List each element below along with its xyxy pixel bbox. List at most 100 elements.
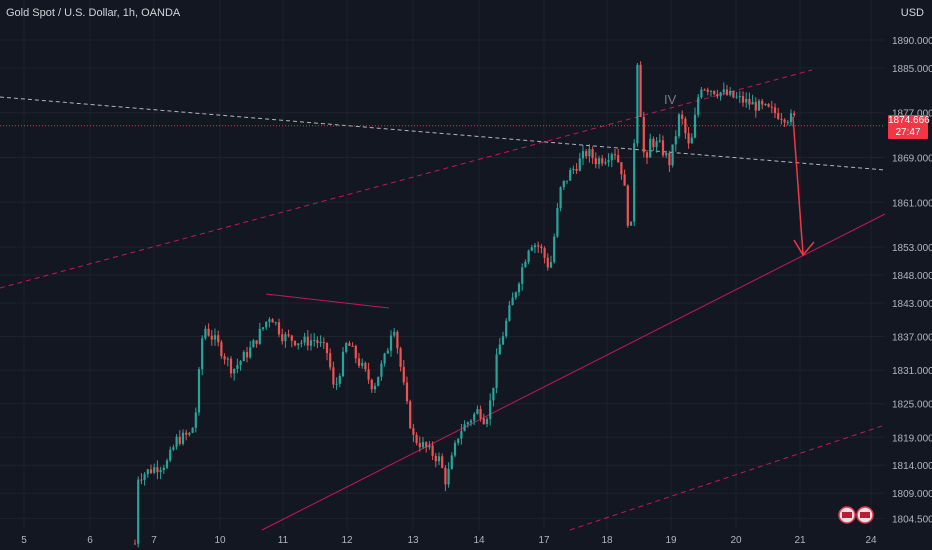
candle-body <box>700 89 703 98</box>
candle-body <box>293 340 297 346</box>
candle-body <box>287 334 290 336</box>
candle-body <box>581 151 585 159</box>
candle-body <box>604 162 607 164</box>
candle-body <box>703 89 706 91</box>
candle-body <box>453 442 457 456</box>
candle-body <box>527 250 530 262</box>
candle-body <box>546 257 549 268</box>
candle-body <box>693 114 697 138</box>
candle-body <box>597 158 601 165</box>
candle-body <box>677 114 681 137</box>
x-tick-label: 20 <box>730 535 742 546</box>
candle-body <box>204 328 207 339</box>
candle-body <box>629 221 633 226</box>
candle-body <box>277 322 281 335</box>
x-tick-label: 5 <box>21 535 27 546</box>
candle-body <box>393 331 396 336</box>
candle-body <box>409 401 412 429</box>
x-tick-label: 19 <box>665 535 677 546</box>
x-tick-label: 24 <box>865 535 877 546</box>
forecast-arrow-head <box>793 239 815 257</box>
candle-body <box>569 170 572 181</box>
candle-body <box>172 447 175 450</box>
currency-label[interactable]: USD <box>900 7 924 19</box>
candle-body <box>316 340 319 344</box>
candle-body <box>322 341 325 343</box>
candle-body <box>745 98 748 103</box>
candle-body <box>783 119 786 123</box>
symbol-title[interactable]: Gold Spot / U.S. Dollar, 1h, OANDA <box>6 7 181 19</box>
candle-body <box>649 138 652 158</box>
candle-body <box>201 338 204 370</box>
candle-body <box>780 118 783 120</box>
time-axis[interactable]: 5 6 7 10 11 12 13 14 17 18 19 20 21 24 <box>21 535 877 546</box>
candle-body <box>517 283 521 293</box>
x-tick-label: 7 <box>151 535 157 546</box>
candle-body <box>623 174 626 186</box>
bar-countdown: 27:47 <box>895 127 921 138</box>
channel-lower-line <box>569 424 886 531</box>
candle-body <box>306 336 309 346</box>
candle-body <box>217 335 220 343</box>
candle-body <box>185 432 188 435</box>
candle-body <box>690 137 693 144</box>
candle-body <box>380 363 383 377</box>
y-tick-label: 1809.000 <box>892 489 932 500</box>
candle-body <box>463 424 466 432</box>
candle-body <box>485 419 489 425</box>
candle-body <box>479 409 482 419</box>
candle-body <box>281 334 284 342</box>
candle-body <box>585 151 588 157</box>
y-tick-label: 1861.000 <box>892 198 932 209</box>
candle-body <box>357 358 361 366</box>
candle-body <box>361 362 364 366</box>
candle-body <box>613 154 617 156</box>
candle-body <box>415 434 418 444</box>
candle-body <box>511 297 514 306</box>
candle-body <box>741 96 745 103</box>
y-tick-label: 1831.000 <box>892 366 932 377</box>
x-tick-label: 11 <box>278 535 289 546</box>
candle-body <box>434 455 437 462</box>
event-flags[interactable] <box>838 505 874 525</box>
candle-body <box>549 262 553 268</box>
candle-body <box>351 345 354 347</box>
candle-body <box>370 379 373 390</box>
candle-body <box>165 460 169 468</box>
candle-body <box>671 144 674 166</box>
candle-body <box>716 94 719 97</box>
candle-body <box>146 469 149 475</box>
candle-body <box>207 328 210 336</box>
y-tick-label: 1890.000 <box>892 36 932 47</box>
candle-body <box>191 427 194 433</box>
candle-body <box>383 353 386 364</box>
candle-body <box>441 456 444 468</box>
candle-body <box>607 160 610 163</box>
candle-body <box>642 116 645 153</box>
candle-body <box>335 383 338 385</box>
candle-body <box>754 101 757 111</box>
price-axis[interactable]: 1890.000 1885.000 1877.000 1869.000 1861.000… <box>892 36 932 525</box>
candle-body <box>377 376 380 386</box>
y-tick-label: 1825.000 <box>892 400 932 411</box>
candle-body <box>661 140 665 156</box>
candle-body <box>572 168 575 171</box>
candle-body <box>149 469 153 473</box>
x-tick-label: 6 <box>87 535 93 546</box>
candle-body <box>751 101 754 105</box>
candle-body <box>319 341 322 344</box>
candle-body <box>684 118 687 134</box>
candle-body <box>265 321 268 328</box>
candle-body <box>396 331 399 349</box>
candle-body <box>591 149 594 159</box>
candle-body <box>338 375 341 384</box>
candle-body <box>303 336 306 343</box>
candle-body <box>233 368 236 374</box>
candle-body <box>658 140 661 142</box>
candle-body <box>261 327 265 329</box>
candle-body <box>498 344 501 355</box>
candle-body <box>553 236 556 263</box>
candle-body <box>181 432 185 444</box>
x-tick-label: 14 <box>473 535 485 546</box>
